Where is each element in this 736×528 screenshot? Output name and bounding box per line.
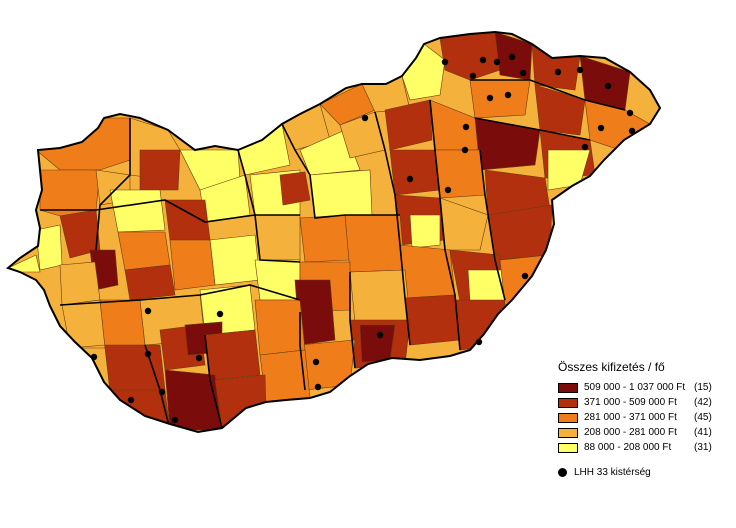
lhh-marker (312, 358, 320, 366)
lhh-marker (604, 82, 612, 90)
lhh-marker (486, 94, 494, 102)
lhh-marker (171, 416, 179, 424)
legend-count: (42) (694, 397, 712, 408)
lhh-marker (462, 123, 470, 131)
lhh-marker (127, 396, 135, 404)
lhh-marker (554, 68, 562, 76)
lhh-marker (479, 56, 487, 64)
lhh-marker (519, 69, 527, 77)
legend-count: (31) (694, 442, 712, 453)
lhh-marker (475, 338, 483, 346)
lhh-marker (441, 58, 449, 66)
lhh-marker (158, 388, 166, 396)
county-borders (40, 79, 626, 431)
legend-row: 208 000 - 281 000 Ft (41) (558, 425, 733, 440)
lhh-marker (628, 127, 636, 135)
lhh-marker (195, 354, 203, 362)
lhh-marker (406, 175, 414, 183)
legend-row: 509 000 - 1 037 000 Ft (15) (558, 380, 733, 395)
legend-title: Összes kifizetés / fő (558, 360, 665, 374)
lhh-marker (469, 72, 477, 80)
legend-swatch (558, 442, 578, 453)
legend-swatch (558, 412, 578, 423)
lhh-marker (144, 350, 152, 358)
lhh-marker (144, 307, 152, 315)
lhh-marker (90, 353, 98, 361)
legend-count: (41) (694, 427, 712, 438)
legend-count: (15) (694, 382, 712, 393)
legend-range: 371 000 - 509 000 Ft (584, 397, 677, 408)
legend-count: (45) (694, 412, 712, 423)
subregion-patches (8, 32, 651, 431)
lhh-marker (504, 91, 512, 99)
lhh-marker (461, 146, 469, 154)
legend-range: 509 000 - 1 037 000 Ft (584, 382, 686, 393)
lhh-marker-symbol (558, 468, 567, 477)
lhh-marker (314, 383, 322, 391)
legend-range: 281 000 - 371 000 Ft (584, 412, 677, 423)
country-outline (5, 30, 662, 434)
lhh-marker (493, 58, 501, 66)
lhh-marker (597, 124, 605, 132)
legend-marker-label: LHH 33 kistérség (574, 467, 651, 478)
map-legend: Összes kifizetés / fő 509 000 - 1 037 00… (558, 360, 733, 478)
lhh-marker (576, 66, 584, 74)
legend-swatch (558, 382, 578, 393)
lhh-markers (90, 53, 636, 424)
legend-range: 208 000 - 281 000 Ft (584, 427, 677, 438)
lhh-marker (581, 143, 589, 151)
lhh-marker (444, 186, 452, 194)
legend-row: 88 000 - 208 000 Ft (31) (558, 440, 733, 455)
legend-marker-row: LHH 33 kistérség (558, 467, 733, 478)
legend-row: 281 000 - 371 000 Ft (45) (558, 410, 733, 425)
legend-swatch (558, 397, 578, 408)
lhh-marker (361, 114, 369, 122)
lhh-marker (376, 331, 384, 339)
lhh-marker (626, 109, 634, 117)
legend-range: 88 000 - 208 000 Ft (584, 442, 672, 453)
lhh-marker (508, 53, 516, 61)
legend-swatch (558, 427, 578, 438)
lhh-marker (216, 310, 224, 318)
legend-row: 371 000 - 509 000 Ft (42) (558, 395, 733, 410)
lhh-marker (521, 272, 529, 280)
legend-rows: 509 000 - 1 037 000 Ft (15) 371 000 - 509 … (558, 380, 733, 455)
